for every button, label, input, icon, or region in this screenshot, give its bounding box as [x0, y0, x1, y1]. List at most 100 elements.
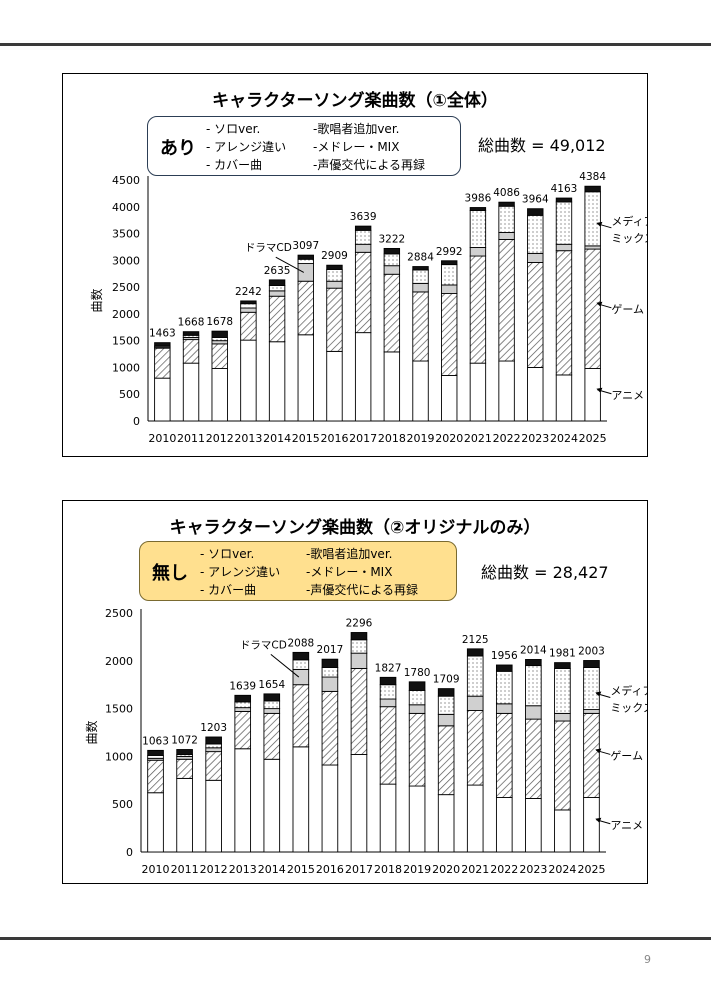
bar-segment	[408, 704, 426, 714]
bar-segment	[147, 792, 164, 853]
x-tick-label: 2011	[171, 863, 199, 876]
total-data-label: 1678	[206, 316, 233, 328]
x-tick-label: 2019	[403, 863, 431, 876]
bar-segment	[176, 758, 193, 779]
y-tick-label: 500	[119, 388, 140, 401]
bar-segment	[240, 311, 257, 341]
bar-segment	[584, 248, 601, 369]
condition-item: -メドレー・MIX	[313, 140, 400, 154]
total-data-label: 2017	[317, 644, 344, 656]
bar-segment	[437, 713, 455, 727]
chart-plot-all: 0 500 1000 1500 2000 2500 3000 3500 4000 4500 曲数 14…	[89, 171, 647, 445]
total-data-label: 2884	[407, 252, 434, 264]
bar-segment	[466, 655, 484, 697]
bar-segment	[240, 339, 257, 422]
bar-segment	[292, 746, 310, 853]
bar-segment	[350, 667, 368, 755]
annotation-arrowhead	[595, 748, 602, 754]
x-tick-label: 2016	[316, 863, 344, 876]
total-data-label: 3986	[465, 193, 492, 205]
series-annotation-label: ゲーム	[611, 303, 644, 316]
x-tick-label: 2023	[521, 432, 549, 445]
series-annotation-label: ドラマCD	[245, 242, 292, 254]
bar-segment	[555, 374, 573, 422]
bar-segment	[525, 665, 542, 707]
x-tick-label: 2017	[345, 863, 373, 876]
bar-segment	[292, 651, 310, 661]
x-tick-label: 2022	[490, 863, 518, 876]
total-data-label: 4163	[551, 183, 578, 195]
bar-segment	[234, 694, 252, 703]
y-tick-label: 2000	[105, 655, 133, 668]
condition-box: あり - ソロver. -歌唱者追加ver. - アレンジ違い -メドレー・MI…	[147, 116, 461, 176]
series-annotation-label: メディア	[610, 684, 647, 698]
series-annotation-label: アニメ	[610, 819, 643, 832]
x-tick-label: 2010	[148, 432, 176, 445]
x-tick-label: 2025	[577, 863, 605, 876]
bar-segment	[555, 243, 573, 252]
bar-segment	[498, 201, 515, 207]
bar-segment	[441, 284, 458, 294]
chart-panel-original: キャラクターソング楽曲数（②オリジナルのみ） 無し - ソロver. -歌唱者追…	[62, 500, 648, 884]
bar-segment	[379, 684, 397, 700]
condition-item: - カバー曲	[206, 158, 263, 172]
bar-segment	[383, 247, 401, 255]
total-data-label: 1654	[258, 679, 285, 691]
total-data-label: 1463	[149, 328, 176, 340]
x-tick-label: 2017	[349, 432, 377, 445]
bar-segment	[268, 279, 286, 286]
bar-segment	[554, 667, 571, 714]
bar-segment	[495, 797, 513, 853]
bar-segment	[469, 255, 487, 364]
y-tick-label: 4000	[112, 201, 140, 214]
chart-panel-all: キャラクターソング楽曲数（①全体） あり - ソロver. -歌唱者追加ver.…	[62, 73, 648, 457]
x-tick-label: 2018	[378, 432, 406, 445]
y-tick-label: 1500	[105, 703, 133, 716]
total-data-label: 2909	[321, 250, 348, 262]
bar-segment	[326, 268, 343, 282]
x-tick-label: 2020	[435, 432, 463, 445]
bar-segment	[321, 764, 339, 853]
bar-segment	[525, 705, 542, 720]
bar-segment	[554, 720, 571, 811]
x-tick-label: 2010	[142, 863, 170, 876]
bar-segment	[240, 303, 257, 309]
bar-segment	[583, 797, 600, 853]
bar-segment	[379, 698, 397, 708]
bar-segment	[466, 648, 484, 657]
total-data-label: 3639	[350, 211, 377, 223]
bar-segment	[408, 681, 426, 691]
x-tick-label: 2023	[519, 863, 547, 876]
bar-segment	[554, 809, 571, 853]
bottom-rule	[0, 937, 711, 940]
bar-segment	[234, 748, 252, 853]
total-data-label: 2992	[436, 246, 463, 258]
chart-title: キャラクターソング楽曲数（②オリジナルのみ）	[169, 518, 541, 538]
bar-segment	[379, 676, 397, 686]
annotation-arrowhead	[596, 387, 603, 393]
bar-segment	[466, 710, 484, 786]
bar-segment	[498, 238, 515, 362]
condition-item: -声優交代による再録	[313, 158, 425, 172]
bar-segment	[437, 688, 455, 697]
annotation-arrow	[270, 653, 300, 678]
bar-segment	[292, 659, 310, 670]
bar-segment	[263, 700, 281, 710]
bar-segment	[555, 197, 573, 203]
bar-segment	[466, 784, 484, 853]
bar-segment	[412, 360, 429, 422]
bar-segment	[263, 758, 281, 853]
bar-segment	[176, 777, 193, 853]
total-data-label: 1780	[404, 667, 431, 679]
total-data-label: 2088	[287, 637, 314, 649]
bar-segment	[350, 754, 368, 853]
page-number: 9	[644, 953, 651, 966]
total-data-label: 2242	[235, 286, 262, 298]
condition-item: -声優交代による再録	[306, 583, 418, 597]
bar-segment	[321, 690, 339, 766]
y-tick-label: 4500	[112, 174, 140, 187]
total-data-label: 2014	[520, 644, 547, 656]
x-tick-label: 2013	[234, 432, 262, 445]
y-tick-label: 500	[112, 798, 133, 811]
bar-segment	[292, 668, 310, 686]
